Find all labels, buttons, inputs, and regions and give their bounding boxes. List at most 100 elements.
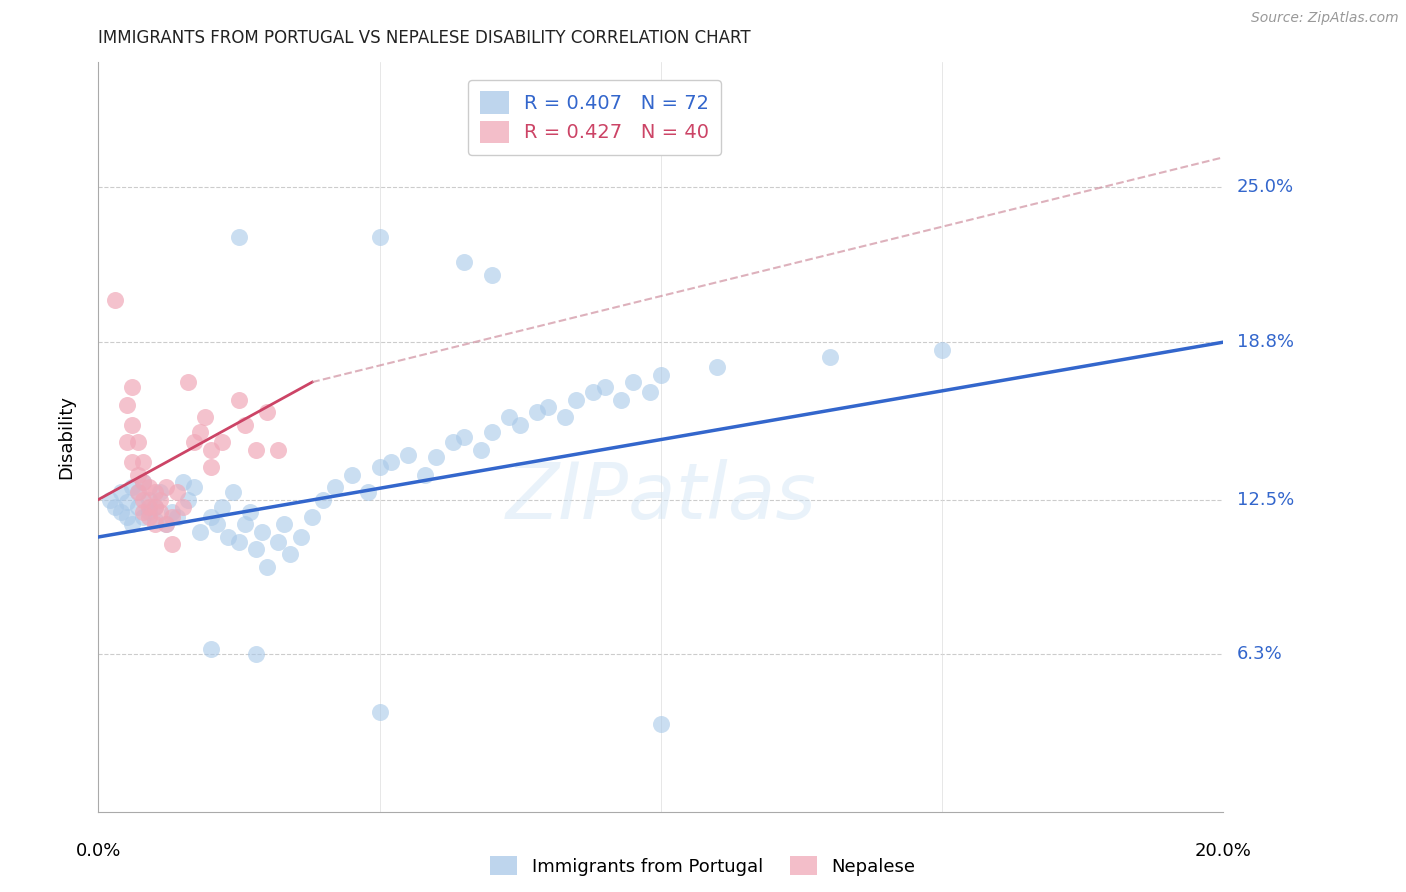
- Point: [138, 505, 160, 519]
- Text: IMMIGRANTS FROM PORTUGAL VS NEPALESE DISABILITY CORRELATION CHART: IMMIGRANTS FROM PORTUGAL VS NEPALESE DIS…: [98, 29, 751, 47]
- Point: [132, 492, 155, 507]
- Point: [211, 500, 233, 514]
- Text: Source: ZipAtlas.com: Source: ZipAtlas.com: [1251, 11, 1399, 25]
- Point: [143, 500, 166, 514]
- Point: [340, 467, 363, 482]
- Point: [200, 510, 222, 524]
- Point: [188, 425, 211, 439]
- Point: [132, 455, 155, 469]
- Point: [200, 442, 222, 457]
- Point: [155, 517, 177, 532]
- Point: [610, 392, 633, 407]
- Point: [526, 405, 548, 419]
- Point: [582, 385, 605, 400]
- Point: [143, 500, 166, 514]
- Point: [160, 505, 183, 519]
- Point: [250, 524, 273, 539]
- Point: [245, 648, 267, 662]
- Point: [98, 492, 121, 507]
- Point: [312, 492, 335, 507]
- Point: [217, 530, 239, 544]
- Point: [188, 524, 211, 539]
- Point: [239, 505, 262, 519]
- Point: [127, 485, 149, 500]
- Point: [127, 500, 149, 514]
- Point: [138, 480, 160, 494]
- Text: 25.0%: 25.0%: [1237, 178, 1295, 196]
- Point: [121, 480, 143, 494]
- Point: [132, 510, 155, 524]
- Point: [706, 360, 728, 375]
- Point: [267, 442, 290, 457]
- Point: [256, 560, 278, 574]
- Point: [233, 417, 256, 432]
- Text: 20.0%: 20.0%: [1195, 842, 1251, 860]
- Point: [638, 385, 661, 400]
- Point: [481, 425, 503, 439]
- Point: [172, 475, 194, 489]
- Point: [931, 343, 953, 357]
- Point: [121, 517, 143, 532]
- Point: [172, 500, 194, 514]
- Point: [818, 350, 841, 364]
- Point: [228, 230, 250, 244]
- Point: [121, 455, 143, 469]
- Point: [104, 500, 127, 514]
- Point: [104, 293, 127, 307]
- Point: [149, 505, 172, 519]
- Point: [143, 512, 166, 526]
- Point: [441, 435, 464, 450]
- Point: [194, 410, 217, 425]
- Point: [537, 400, 560, 414]
- Point: [470, 442, 492, 457]
- Point: [509, 417, 531, 432]
- Point: [228, 535, 250, 549]
- Point: [121, 417, 143, 432]
- Point: [138, 510, 160, 524]
- Point: [228, 392, 250, 407]
- Point: [368, 460, 391, 475]
- Point: [127, 467, 149, 482]
- Point: [132, 475, 155, 489]
- Point: [149, 485, 172, 500]
- Point: [256, 405, 278, 419]
- Point: [565, 392, 588, 407]
- Point: [155, 517, 177, 532]
- Point: [110, 485, 132, 500]
- Point: [453, 430, 475, 444]
- Point: [498, 410, 520, 425]
- Point: [425, 450, 447, 464]
- Point: [127, 485, 149, 500]
- Legend: Immigrants from Portugal, Nepalese: Immigrants from Portugal, Nepalese: [484, 849, 922, 883]
- Point: [115, 398, 138, 412]
- Point: [132, 505, 155, 519]
- Point: [138, 492, 160, 507]
- Point: [132, 475, 155, 489]
- Point: [267, 535, 290, 549]
- Point: [183, 480, 205, 494]
- Point: [222, 485, 245, 500]
- Point: [323, 480, 346, 494]
- Point: [138, 500, 160, 514]
- Point: [481, 268, 503, 282]
- Point: [453, 255, 475, 269]
- Point: [200, 642, 222, 657]
- Point: [380, 455, 402, 469]
- Text: 6.3%: 6.3%: [1237, 646, 1282, 664]
- Point: [290, 530, 312, 544]
- Text: 18.8%: 18.8%: [1237, 334, 1294, 351]
- Point: [211, 435, 233, 450]
- Point: [110, 505, 132, 519]
- Point: [357, 485, 380, 500]
- Point: [554, 410, 576, 425]
- Point: [177, 492, 200, 507]
- Point: [149, 492, 172, 507]
- Point: [155, 480, 177, 494]
- Point: [183, 435, 205, 450]
- Point: [368, 230, 391, 244]
- Point: [621, 375, 644, 389]
- Point: [127, 435, 149, 450]
- Point: [115, 510, 138, 524]
- Point: [160, 510, 183, 524]
- Point: [368, 705, 391, 719]
